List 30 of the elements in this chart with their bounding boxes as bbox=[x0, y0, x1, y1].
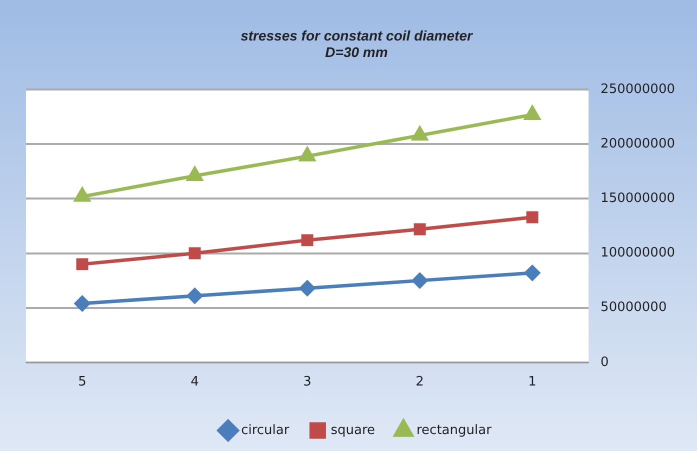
point bbox=[188, 247, 201, 260]
point bbox=[74, 296, 90, 312]
point bbox=[524, 106, 540, 120]
point bbox=[187, 288, 203, 304]
x-tick-label: 1 bbox=[528, 374, 536, 390]
point bbox=[186, 167, 203, 182]
point bbox=[74, 188, 90, 202]
point bbox=[412, 126, 428, 141]
point bbox=[412, 272, 428, 288]
point bbox=[301, 234, 314, 246]
y-tick-label: 0 bbox=[600, 354, 609, 370]
legend-label: square bbox=[330, 422, 376, 438]
legend-label: circular bbox=[241, 422, 290, 438]
chart-title: stresses for constant coil diameter D=30 mm bbox=[240, 27, 474, 60]
y-tick-label: 50000000 bbox=[600, 300, 667, 316]
y-tick-label: 150000000 bbox=[600, 191, 676, 206]
x-tick-label: 2 bbox=[416, 374, 424, 390]
legend-label: rectangular bbox=[416, 422, 492, 438]
y-tick-label: 250000000 bbox=[600, 82, 676, 97]
point bbox=[76, 258, 88, 270]
x-tick-label: 3 bbox=[303, 374, 312, 390]
point bbox=[414, 223, 426, 236]
point bbox=[526, 211, 538, 224]
point bbox=[299, 147, 316, 162]
x-tick-label: 4 bbox=[190, 374, 199, 390]
y-tick-label: 100000000 bbox=[600, 246, 676, 261]
point bbox=[300, 280, 316, 296]
y-tick-label: 200000000 bbox=[600, 136, 676, 152]
x-tick-label: 5 bbox=[78, 374, 86, 390]
point bbox=[524, 265, 540, 281]
